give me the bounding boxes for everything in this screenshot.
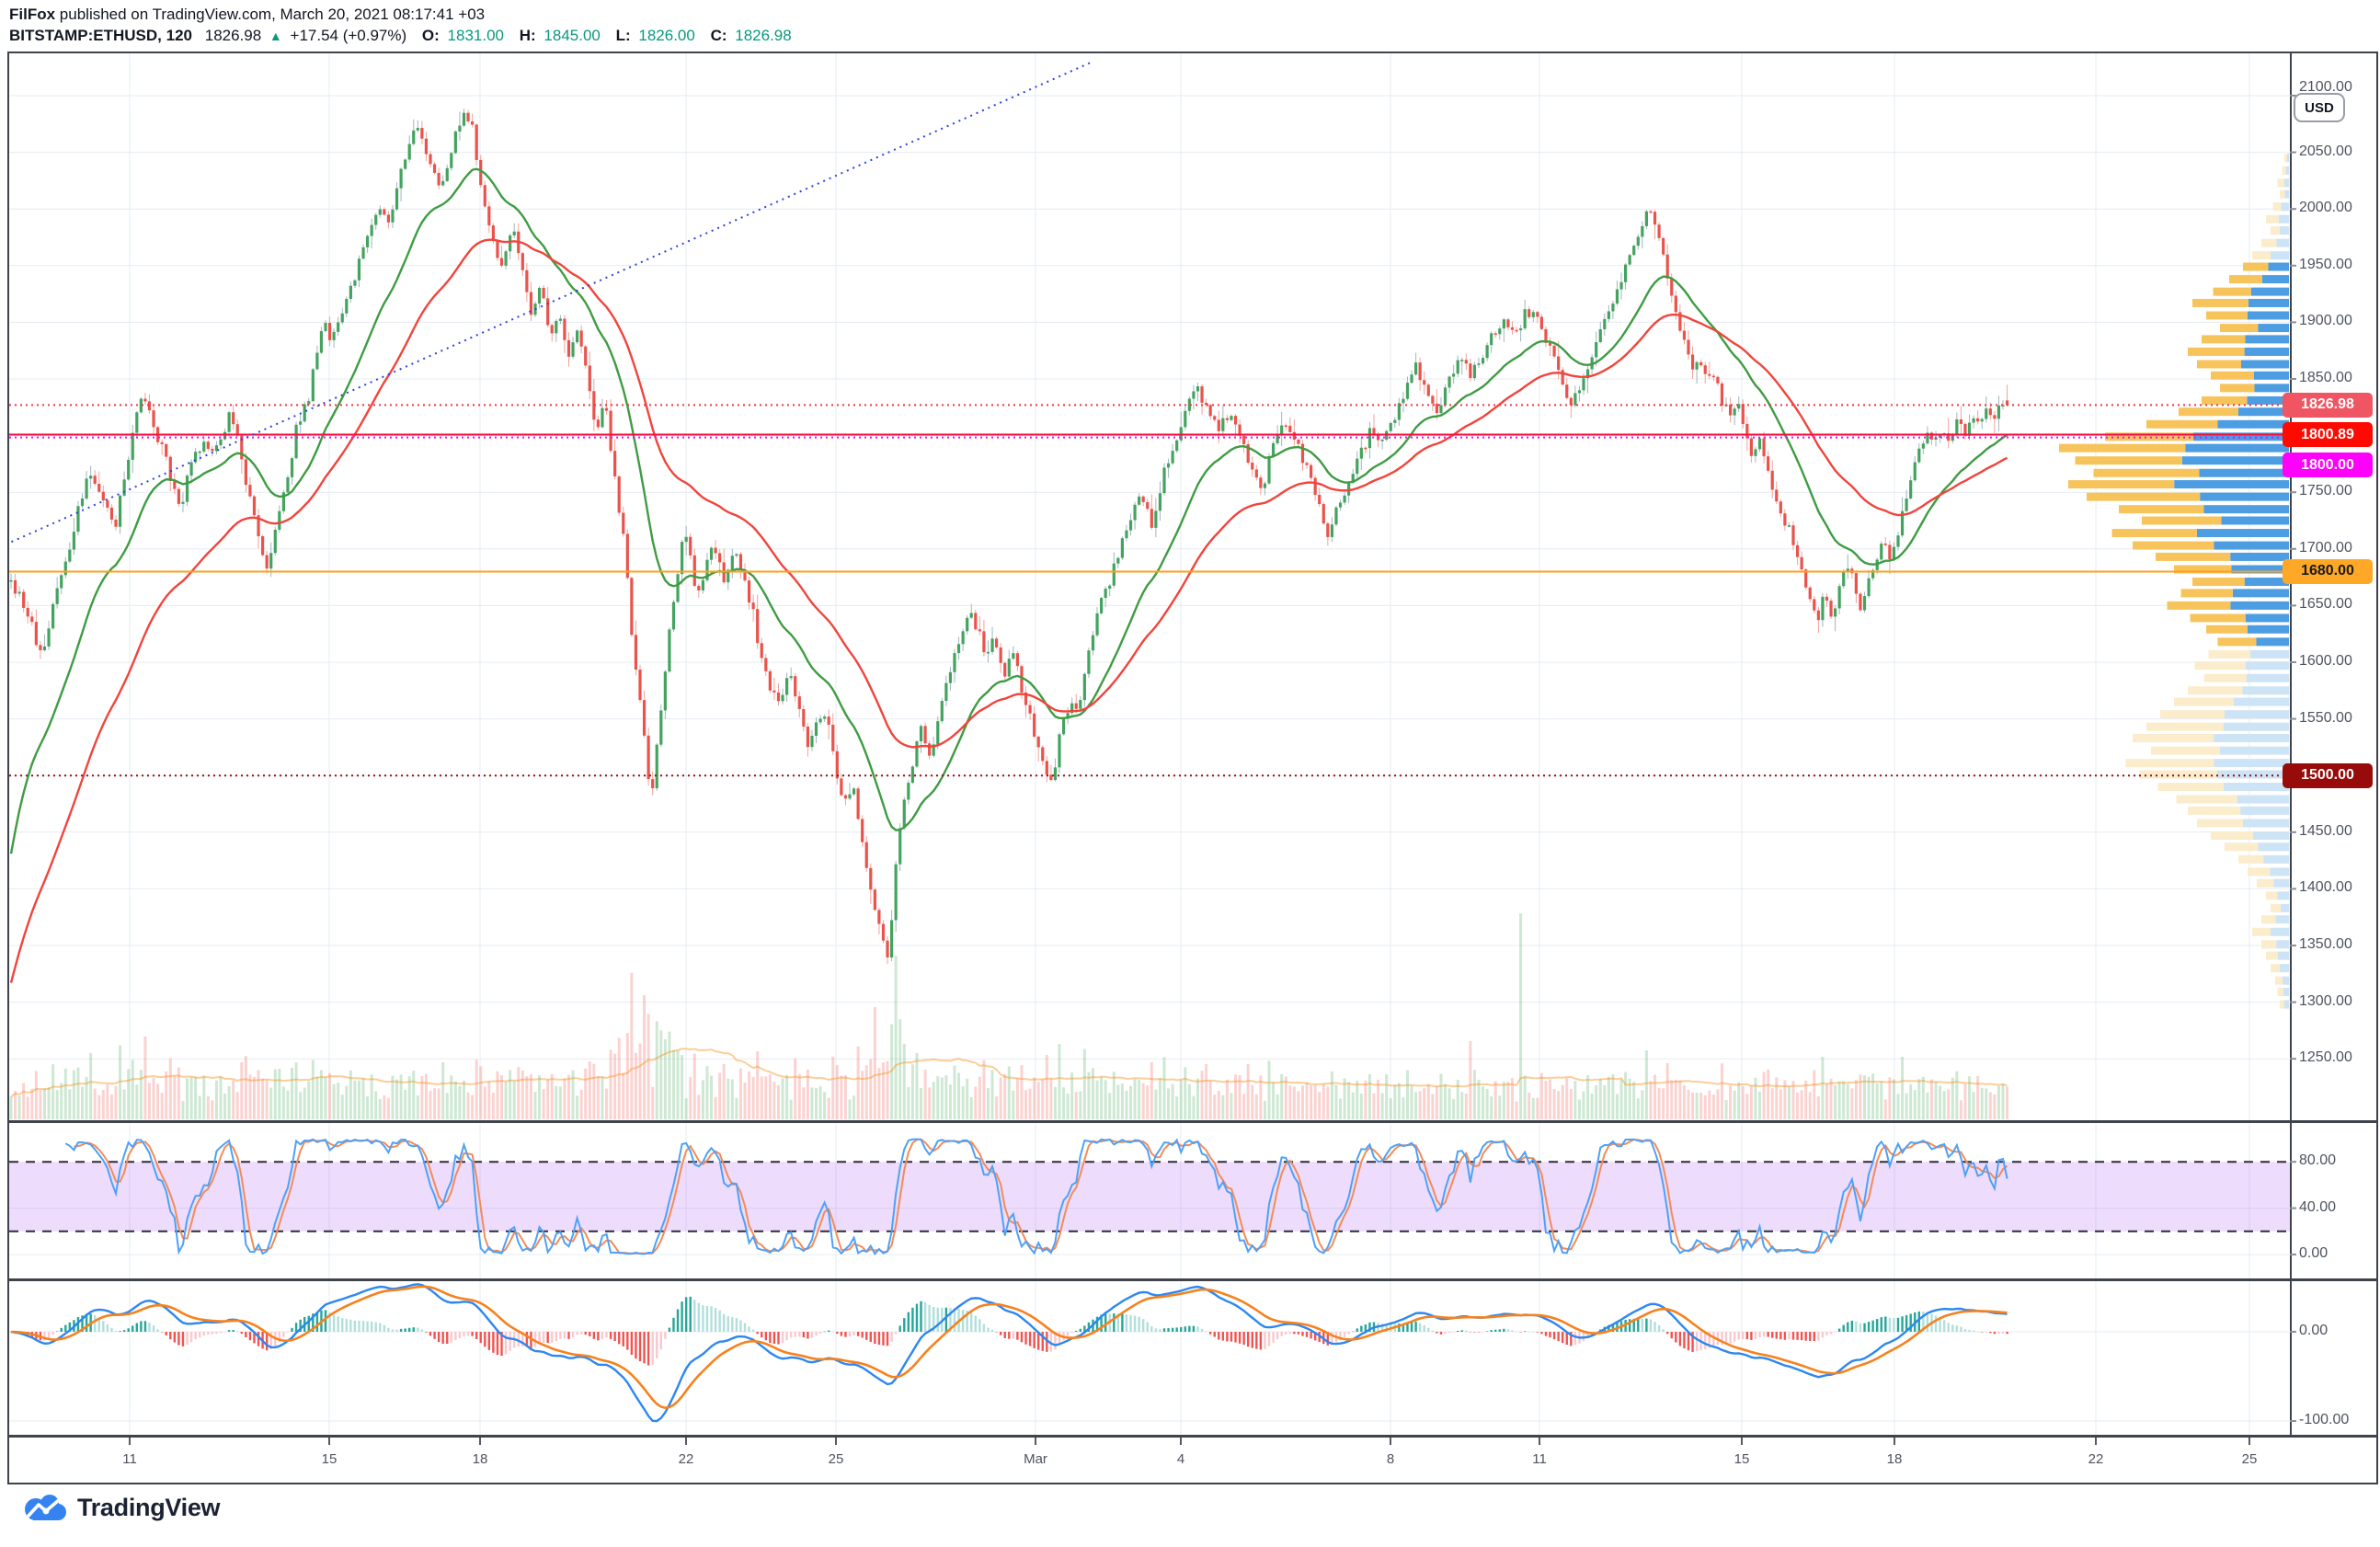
- price-level-badge[interactable]: 1800.00: [2283, 453, 2373, 478]
- tradingview-attribution[interactable]: TradingView: [22, 1492, 221, 1523]
- price-change: +17.54 (+0.97%): [290, 27, 407, 44]
- price-level-badge[interactable]: 1800.89: [2283, 422, 2373, 447]
- published-text: published on TradingView.com, March 20, …: [59, 6, 486, 23]
- tradingview-brand-text: TradingView: [77, 1493, 221, 1521]
- price-level-badge[interactable]: 1826.98: [2283, 392, 2373, 418]
- high-value: 1845.00: [544, 27, 601, 44]
- close-label: C:: [710, 27, 727, 44]
- symbol-name[interactable]: BITSTAMP:ETHUSD, 120: [9, 27, 192, 44]
- low-label: L:: [615, 27, 631, 44]
- publish-header: FilFox published on TradingView.com, Mar…: [9, 6, 485, 24]
- close-value: 1826.98: [735, 27, 792, 44]
- open-label: O:: [421, 27, 440, 44]
- low-value: 1826.00: [638, 27, 695, 44]
- high-label: H:: [519, 27, 536, 44]
- last-price: 1826.98: [204, 27, 262, 44]
- publisher-name: FilFox: [9, 6, 56, 23]
- price-level-badge[interactable]: 1680.00: [2283, 558, 2373, 584]
- price-level-badge[interactable]: 1500.00: [2283, 762, 2373, 788]
- tradingview-cloud-logo-icon: [25, 1495, 66, 1520]
- symbol-status-line: BITSTAMP:ETHUSD, 120 1826.98 ▲ +17.54 (+…: [9, 27, 792, 45]
- open-value: 1831.00: [447, 27, 504, 44]
- currency-toggle-button[interactable]: USD: [2294, 93, 2345, 122]
- up-triangle-icon: ▲: [269, 29, 282, 43]
